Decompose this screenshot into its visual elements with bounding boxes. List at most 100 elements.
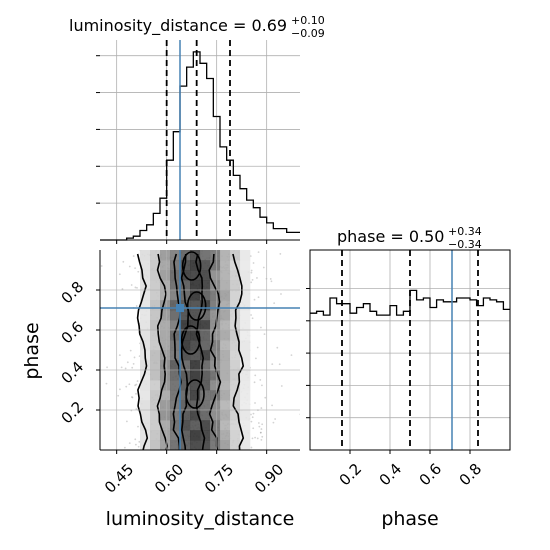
- density-cell: [190, 340, 201, 351]
- sample-point: [251, 416, 254, 419]
- sample-point: [136, 380, 139, 382]
- density-cell: [190, 300, 201, 311]
- sample-point: [253, 298, 256, 301]
- contour-line: [208, 253, 222, 450]
- density-cell: [140, 410, 151, 421]
- density-cell: [170, 410, 181, 421]
- contour-line: [232, 253, 245, 450]
- sample-point: [261, 384, 263, 387]
- density-cell: [220, 300, 231, 311]
- density-cell: [140, 260, 151, 271]
- sample-point: [260, 326, 262, 329]
- x-tick-label-phase: 0.4: [376, 460, 406, 490]
- density-cell: [160, 330, 171, 341]
- density-cell: [140, 340, 151, 351]
- density-cell: [140, 300, 151, 311]
- density-cell: [150, 420, 161, 431]
- sample-point: [117, 394, 120, 397]
- density-cell: [200, 410, 211, 421]
- contour-line: [180, 253, 190, 450]
- sample-point: [124, 367, 127, 370]
- luminosity-distance-title-lower: −0.09: [291, 27, 325, 40]
- sample-point: [105, 382, 108, 385]
- density-cell: [150, 300, 161, 311]
- sample-point: [90, 401, 92, 403]
- density-cell: [220, 340, 231, 351]
- sample-point: [135, 305, 138, 307]
- density-cell: [170, 370, 181, 381]
- density-cell: [230, 420, 241, 431]
- x-tick-label-luminosity-distance: 0.45: [101, 460, 137, 496]
- density-cell: [230, 290, 241, 301]
- sample-point: [135, 408, 138, 410]
- sample-point: [278, 363, 281, 366]
- density-cell: [220, 370, 231, 381]
- density-cell: [220, 420, 231, 431]
- phase-title-upper: +0.34: [448, 225, 482, 238]
- density-cell: [240, 400, 251, 411]
- sample-point: [136, 286, 138, 289]
- sample-point: [125, 385, 128, 388]
- density-cell: [150, 440, 161, 450]
- sample-point: [262, 266, 265, 269]
- y-tick-label-phase: 0.6: [58, 318, 88, 348]
- density-cell: [200, 340, 211, 351]
- sample-point: [251, 437, 254, 440]
- y-tick-label-phase: 0.2: [58, 398, 88, 428]
- sample-point: [257, 296, 260, 299]
- sample-point: [128, 383, 131, 386]
- density-cell: [240, 270, 251, 281]
- luminosity-distance-title: luminosity_distance = 0.69: [69, 16, 287, 36]
- sample-point: [260, 428, 263, 430]
- density-cell: [240, 250, 251, 261]
- density-cell: [210, 440, 221, 450]
- sample-point: [128, 265, 131, 268]
- density-cell: [150, 410, 161, 421]
- x-tick-label-phase: 0.2: [336, 460, 366, 490]
- sample-point: [254, 436, 257, 439]
- density-cell: [200, 430, 211, 441]
- sample-point: [269, 278, 272, 280]
- density-cell: [180, 320, 191, 331]
- sample-point: [250, 271, 253, 274]
- density-cell: [190, 290, 201, 301]
- density-cell: [170, 290, 181, 301]
- density-cell: [210, 260, 221, 271]
- density-cell: [200, 310, 211, 321]
- density-cell: [230, 370, 241, 381]
- sample-point: [88, 432, 90, 434]
- density-cell: [140, 430, 151, 441]
- density-cell: [240, 300, 251, 311]
- x-tick-label-phase: 0.6: [416, 460, 446, 490]
- contour-island: [186, 291, 207, 321]
- density-cell: [220, 290, 231, 301]
- density-cell: [210, 380, 221, 391]
- density-cell: [150, 280, 161, 291]
- density-cell: [200, 350, 211, 361]
- sample-point: [134, 443, 137, 446]
- density-cell: [200, 270, 211, 281]
- contour-line: [136, 253, 149, 450]
- density-cell: [220, 250, 231, 261]
- density-cell: [240, 380, 251, 391]
- contour-line: [195, 253, 206, 450]
- density-cell: [220, 330, 231, 341]
- density-cell: [200, 250, 211, 261]
- density-cell: [210, 420, 221, 431]
- density-cell: [240, 280, 251, 291]
- sample-point: [259, 431, 262, 434]
- density-cell: [200, 260, 211, 271]
- density-cell: [230, 330, 241, 341]
- sample-point: [255, 357, 257, 360]
- density-cell: [220, 360, 231, 371]
- density-cell: [190, 270, 201, 281]
- density-cell: [140, 270, 151, 281]
- sample-point: [118, 273, 121, 276]
- density-cell: [180, 280, 191, 291]
- sample-point: [137, 445, 140, 448]
- density-cell: [150, 390, 161, 401]
- density-cell: [220, 380, 231, 391]
- sample-point: [121, 288, 124, 290]
- sample-point: [299, 413, 300, 416]
- sample-point: [119, 388, 121, 391]
